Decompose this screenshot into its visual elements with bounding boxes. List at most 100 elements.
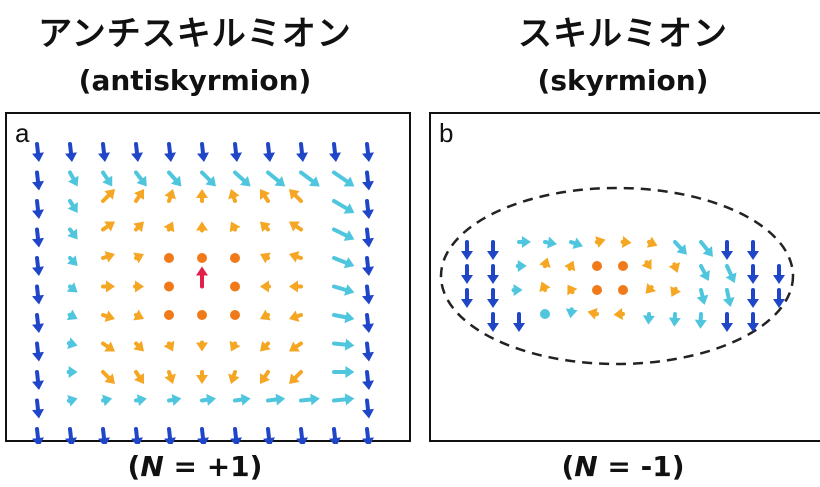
spin-arrow bbox=[332, 393, 355, 406]
spin-arrow bbox=[260, 280, 271, 293]
spin-arrow bbox=[721, 240, 733, 260]
footer-open-a: ( bbox=[127, 450, 141, 483]
spin-arrow bbox=[260, 189, 270, 203]
spin-arrow bbox=[362, 227, 374, 248]
spin-arrow bbox=[332, 311, 355, 324]
spin-arrow bbox=[66, 282, 78, 293]
spin-arrow bbox=[362, 398, 374, 419]
spin-arrow bbox=[515, 260, 527, 273]
spin-arrow bbox=[569, 237, 583, 249]
spin-arrow bbox=[487, 240, 499, 260]
spin-arrow bbox=[645, 283, 657, 294]
spin-arrow bbox=[543, 236, 557, 249]
spin-arrow bbox=[263, 142, 275, 162]
spin-arrow bbox=[747, 312, 759, 332]
spin-arrow bbox=[613, 308, 625, 321]
spin-arrow bbox=[101, 170, 113, 187]
skyrmion-boundary-ellipse bbox=[439, 186, 795, 366]
spin-arrow bbox=[163, 221, 175, 233]
spin-arrow bbox=[65, 142, 77, 162]
spin-arrow bbox=[332, 256, 355, 269]
spin-arrow bbox=[289, 189, 303, 203]
spin-arrow bbox=[362, 256, 374, 276]
spin-arrow bbox=[260, 221, 271, 233]
panel-label-b: b bbox=[439, 118, 454, 148]
spin-arrow bbox=[289, 251, 303, 263]
spin-arrow bbox=[134, 170, 147, 187]
spin-arrow bbox=[670, 286, 681, 297]
spin-arrow bbox=[646, 236, 658, 248]
spin-arrow bbox=[32, 284, 44, 305]
skyrmion-title-jp: スキルミオン bbox=[518, 14, 728, 54]
spin-arrow bbox=[299, 393, 320, 406]
spin-arrow bbox=[32, 370, 44, 390]
spin-arrow bbox=[32, 170, 44, 191]
spin-arrow bbox=[133, 221, 144, 233]
spin-arrow bbox=[487, 288, 499, 308]
skyrmion-title-en: (skyrmion) bbox=[537, 64, 709, 97]
spin-arrow bbox=[618, 285, 628, 295]
spin-arrow bbox=[260, 252, 271, 264]
spin-arrow bbox=[362, 341, 374, 362]
spin-arrow bbox=[747, 240, 759, 260]
spin-arrow bbox=[164, 189, 176, 203]
spin-arrow bbox=[362, 284, 374, 305]
antiskyrmion-topological-number: (N = +1) bbox=[20, 450, 370, 483]
spin-arrow bbox=[32, 427, 44, 444]
spin-arrow bbox=[260, 309, 271, 321]
spin-arrow bbox=[32, 256, 44, 276]
spin-arrow bbox=[67, 199, 78, 213]
spin-arrow bbox=[167, 170, 182, 187]
spin-arrow bbox=[133, 252, 144, 264]
skyrmion-panel: b bbox=[429, 112, 820, 442]
spin-arrow bbox=[567, 284, 578, 296]
spin-arrow bbox=[296, 142, 308, 162]
skyrmion-topological-number: (N = -1) bbox=[448, 450, 798, 483]
spin-arrow bbox=[773, 288, 785, 308]
spin-arrow bbox=[564, 260, 576, 272]
spin-arrow bbox=[329, 142, 341, 162]
spin-arrow bbox=[747, 288, 759, 308]
spin-arrow bbox=[362, 142, 374, 162]
spin-arrow bbox=[228, 189, 240, 203]
spin-arrow bbox=[230, 253, 240, 263]
spin-arrow bbox=[263, 427, 275, 444]
spin-arrow bbox=[163, 340, 175, 352]
spin-arrow bbox=[196, 370, 208, 384]
spin-arrow bbox=[32, 227, 44, 248]
spin-arrow bbox=[164, 310, 174, 320]
spin-arrow bbox=[197, 142, 209, 162]
spin-arrow bbox=[694, 312, 707, 329]
spin-arrow bbox=[101, 341, 115, 352]
spin-arrow bbox=[230, 427, 242, 444]
spin-arrow bbox=[565, 307, 578, 319]
spin-arrow bbox=[332, 199, 355, 214]
spin-arrow bbox=[332, 284, 355, 296]
spin-arrow bbox=[513, 312, 525, 332]
spin-arrow bbox=[260, 370, 270, 384]
spin-arrow bbox=[332, 338, 355, 351]
spin-arrow bbox=[229, 340, 241, 352]
spin-arrow bbox=[511, 284, 523, 297]
spin-arrow bbox=[362, 427, 374, 444]
spin-arrow bbox=[101, 251, 115, 263]
spin-arrow bbox=[32, 313, 44, 333]
spin-arrow bbox=[289, 341, 303, 352]
spin-arrow bbox=[618, 261, 628, 271]
spin-arrow bbox=[620, 235, 632, 248]
spin-arrow bbox=[332, 227, 355, 241]
spin-arrow bbox=[641, 258, 652, 270]
spin-arrow bbox=[592, 285, 602, 295]
spin-arrow bbox=[133, 340, 144, 352]
spin-arrow bbox=[133, 309, 144, 321]
spin-arrow bbox=[699, 240, 713, 257]
spin-arrow bbox=[233, 393, 251, 406]
spin-arrow bbox=[539, 281, 551, 293]
spin-arrow bbox=[722, 288, 735, 308]
footer-open-b: ( bbox=[561, 450, 575, 483]
spin-arrow bbox=[66, 394, 78, 407]
spin-arrow bbox=[517, 235, 531, 248]
spin-arrow bbox=[197, 253, 207, 263]
spin-arrow bbox=[134, 394, 147, 407]
spin-arrow bbox=[721, 312, 733, 332]
